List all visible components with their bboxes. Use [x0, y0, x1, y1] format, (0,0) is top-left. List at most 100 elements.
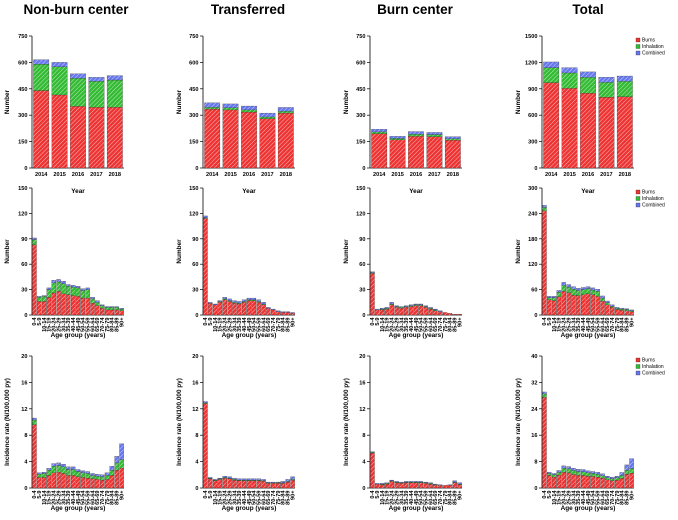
bar-combined-55-59 [256, 299, 261, 302]
x-tick-label: 80-84 [620, 317, 626, 332]
x-tick-label: 55-59 [85, 491, 91, 505]
y-tick-label: 16 [21, 380, 27, 386]
bar-combined-65-69 [433, 308, 438, 311]
bar-combined-35-39 [237, 478, 242, 481]
x-tick-label: 70-74 [100, 490, 106, 505]
bar-inhalation-0-4 [32, 419, 37, 425]
chart-nbc-rate: 0 4 8 12 16 20 0-45-910-1415-1920-2425-2930-34… [4, 354, 125, 512]
bar-burns-85-89 [452, 314, 457, 316]
bar-burns-55-59 [85, 477, 90, 489]
bar-combined-70-74 [271, 308, 276, 311]
x-tick-label: 50-54 [419, 317, 425, 332]
bar-combined-5-9 [547, 472, 552, 474]
y-axis-title: Incidence rate (N/100,000 py) [176, 378, 183, 466]
x-tick-label: 80-84 [281, 317, 287, 332]
x-tick-label: 5-9 [375, 491, 381, 499]
x-tick-label: 2014 [545, 172, 558, 178]
bar-combined-10-14 [551, 473, 557, 475]
bar-inhalation-5-9 [37, 474, 42, 478]
y-tick-label: 20 [192, 354, 198, 360]
y-tick-label: 20 [21, 354, 27, 360]
bar-combined-40-44 [70, 466, 76, 470]
y-tick-label: 1500 [525, 34, 537, 40]
bar-inhalation-85-89 [624, 470, 629, 475]
bar-burns-75-79 [614, 479, 620, 489]
bar-combined-0-4 [370, 271, 375, 273]
bar-combined-20-24 [561, 465, 566, 469]
bar-burns-55-59 [256, 480, 261, 489]
bar-burns-40-44 [70, 475, 76, 489]
bar-combined-2018 [444, 136, 461, 139]
x-tick-label: 5-9 [547, 318, 553, 326]
bar-burns-60-64 [600, 477, 605, 489]
y-tick-label: 300 [18, 113, 27, 119]
bar-burns-40-44 [408, 306, 414, 316]
chart-nbc-year: 0 150 300 450 600 750 2014 2015 2016 2017 2018 Year… [4, 34, 124, 195]
bar-combined-30-34 [61, 281, 66, 284]
column-title-transferred: Transferred [211, 2, 285, 17]
bar-combined-30-34 [399, 306, 404, 308]
bar-burns-2014 [543, 82, 560, 169]
x-tick-label: 35-39 [404, 318, 410, 332]
bar-inhalation-45-49 [585, 472, 591, 477]
bar-burns-80-84 [447, 485, 453, 489]
bar-combined-2018 [106, 75, 123, 81]
x-tick-label: 25-29 [394, 491, 400, 505]
bar-burns-65-69 [433, 485, 438, 489]
bar-combined-40-44 [408, 304, 414, 306]
bar-inhalation-80-84 [109, 307, 115, 311]
x-tick-label: 75-79 [276, 491, 282, 505]
bar-burns-60-64 [261, 481, 266, 489]
bar-combined-25-29 [394, 481, 399, 483]
bar-burns-2014 [204, 108, 221, 169]
x-tick-label: 2018 [447, 172, 459, 178]
bar-combined-90+ [119, 308, 124, 310]
bar-combined-15-19 [46, 468, 52, 471]
x-tick-label: 5-9 [37, 318, 43, 326]
bar-burns-30-34 [232, 479, 237, 489]
bar-combined-0-4 [542, 391, 547, 395]
bar-combined-80-84 [447, 484, 453, 486]
y-tick-label: 0 [534, 486, 537, 492]
bar-combined-2017 [259, 112, 276, 118]
bar-combined-5-9 [37, 296, 42, 298]
bar-inhalation-0-4 [32, 239, 37, 245]
x-tick-label: 25-29 [56, 491, 62, 505]
x-tick-label: 20-24 [223, 490, 229, 505]
bar-burns-25-29 [56, 291, 61, 316]
x-tick-label: 90+ [119, 490, 125, 500]
y-tick-label: 300 [189, 113, 198, 119]
bar-combined-35-39 [576, 469, 581, 472]
y-tick-label: 0 [534, 166, 537, 172]
x-axis-title: Year [409, 188, 423, 195]
bar-burns-35-39 [237, 303, 242, 316]
y-tick-label: 16 [531, 433, 537, 439]
x-tick-label: 30-34 [232, 317, 238, 332]
bar-combined-0-4 [32, 237, 37, 240]
legend-swatch-inhalation [635, 364, 641, 369]
bar-burns-0-4 [32, 244, 37, 316]
bar-combined-10-14 [551, 296, 557, 298]
x-tick-label: 10-14 [42, 317, 48, 332]
bar-inhalation-25-29 [227, 300, 232, 302]
x-tick-label: 90+ [457, 317, 463, 327]
bar-combined-15-19 [384, 307, 390, 309]
x-tick-label: 70-74 [271, 490, 277, 505]
bar-combined-2016 [408, 131, 424, 135]
bar-burns-5-9 [547, 475, 552, 489]
x-tick-label: 10-14 [213, 317, 219, 332]
x-tick-label: 0-4 [203, 317, 209, 326]
bar-inhalation-65-69 [605, 302, 610, 305]
bar-combined-55-59 [595, 289, 600, 292]
x-tick-label: 0-4 [542, 490, 548, 499]
x-tick-label: 75-79 [443, 318, 449, 332]
legend-label-inhalation: Inhalation [642, 44, 664, 50]
x-tick-label: 2014 [35, 172, 48, 178]
y-tick-label: 0 [362, 486, 365, 492]
bar-combined-10-14 [41, 295, 47, 297]
x-tick-label: 55-59 [423, 491, 429, 505]
bar-burns-20-24 [51, 292, 56, 316]
y-tick-label: 180 [528, 237, 537, 243]
x-tick-label: 2015 [53, 172, 65, 178]
bar-combined-55-59 [85, 287, 90, 290]
